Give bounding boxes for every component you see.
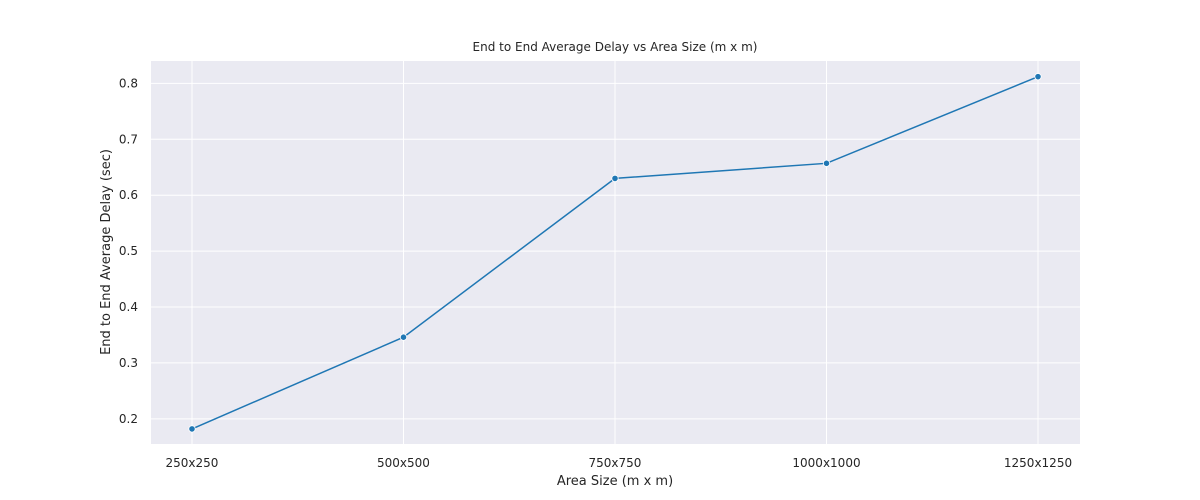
y-tick-label: 0.4 (119, 300, 138, 314)
x-tick-label: 750x750 (589, 456, 642, 470)
data-point (1034, 73, 1042, 81)
data-point (188, 425, 196, 433)
y-tick-label: 0.6 (119, 188, 138, 202)
x-tick-label: 1250x1250 (1004, 456, 1072, 470)
y-axis-label: End to End Average Delay (sec) (99, 149, 114, 355)
data-point (611, 174, 619, 183)
data-point (399, 333, 408, 341)
y-tick-label: 0.7 (119, 132, 138, 146)
y-tick-label: 0.8 (119, 76, 138, 90)
series-group (188, 73, 1042, 433)
y-tick-label: 0.5 (119, 244, 138, 258)
y-tick-label: 0.2 (119, 412, 138, 426)
y-tick-label: 0.3 (119, 356, 138, 370)
y-tick-labels: 0.2 0.3 0.4 0.5 0.6 0.7 0.8 (119, 76, 138, 425)
data-point (822, 159, 831, 167)
chart-title: End to End Average Delay vs Area Size (m… (473, 40, 758, 54)
grid-lines (151, 61, 1080, 444)
x-tick-label: 250x250 (166, 456, 219, 470)
x-tick-labels: 250x250 500x500 750x750 1000x1000 1250x1250 (166, 456, 1073, 470)
x-axis-label: Area Size (m x m) (557, 474, 673, 489)
x-tick-label: 500x500 (377, 456, 430, 470)
x-tick-label: 1000x1000 (792, 456, 860, 470)
